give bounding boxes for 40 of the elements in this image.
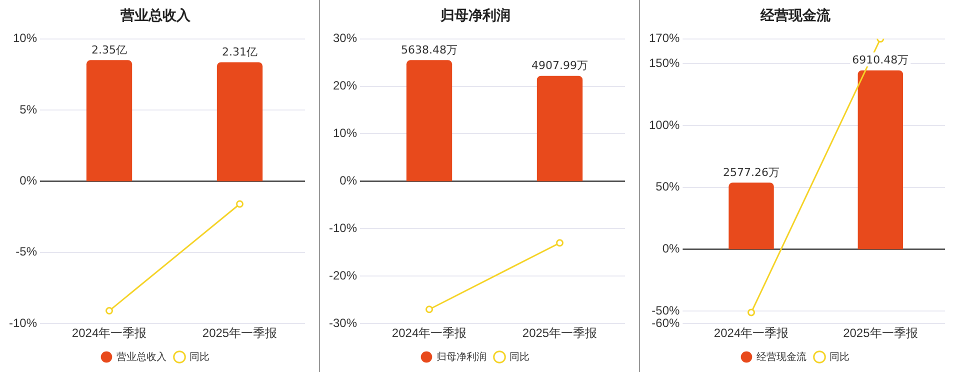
y-tick-label: -30% (329, 316, 358, 330)
x-tick-label: 2024年一季报 (714, 326, 789, 340)
legend-label: 同比 (830, 350, 850, 363)
y-tick-label: 100% (648, 118, 680, 132)
y-tick-label: 10% (12, 31, 38, 46)
data-label: 2.35亿 (92, 44, 128, 57)
data-label: 5638.48万 (401, 44, 458, 57)
y-tick-label: 0% (662, 242, 680, 256)
y-tick-label: 0% (340, 174, 358, 188)
data-label: 6910.48万 (852, 54, 909, 67)
y-tick-label: 5% (20, 102, 38, 116)
data-label: 2.31亿 (222, 46, 258, 59)
legend-label: 同比 (510, 350, 530, 363)
y-tick-label: -5% (16, 244, 38, 259)
legend-label: 经营现金流 (756, 350, 806, 363)
x-tick-label: 2025年一季报 (202, 326, 278, 340)
legend-label: 归母净利润 (436, 350, 486, 363)
legend-label: 营业总收入 (116, 350, 166, 363)
y-tick-label: -60% (652, 316, 680, 330)
x-tick-label: 2024年一季报 (392, 326, 467, 340)
x-tick-label: 2025年一季报 (843, 326, 918, 340)
y-tick-label: -50% (652, 304, 680, 318)
chart-title: 营业总收入 (120, 8, 192, 24)
chart-title: 归母净利润 (440, 7, 510, 24)
chart-title: 经营现金流 (760, 7, 832, 24)
legend-label: 同比 (190, 350, 210, 363)
y-tick-label: -10% (9, 316, 38, 330)
y-tick-label: 50% (656, 180, 680, 194)
x-tick-label: 2025年一季报 (522, 326, 598, 340)
y-tick-label: 170% (648, 31, 680, 46)
y-tick-label: -10% (329, 220, 358, 235)
y-tick-label: 30% (332, 31, 358, 46)
y-tick-label: 150% (648, 56, 680, 70)
y-tick-label: 10% (332, 126, 358, 140)
x-tick-label: 2024年一季报 (72, 326, 147, 340)
y-tick-label: 0% (20, 174, 38, 188)
data-label: 4907.99万 (532, 59, 588, 72)
y-tick-label: 20% (332, 78, 358, 93)
y-tick-label: -20% (329, 268, 358, 282)
data-label: 2577.26万 (723, 166, 780, 179)
